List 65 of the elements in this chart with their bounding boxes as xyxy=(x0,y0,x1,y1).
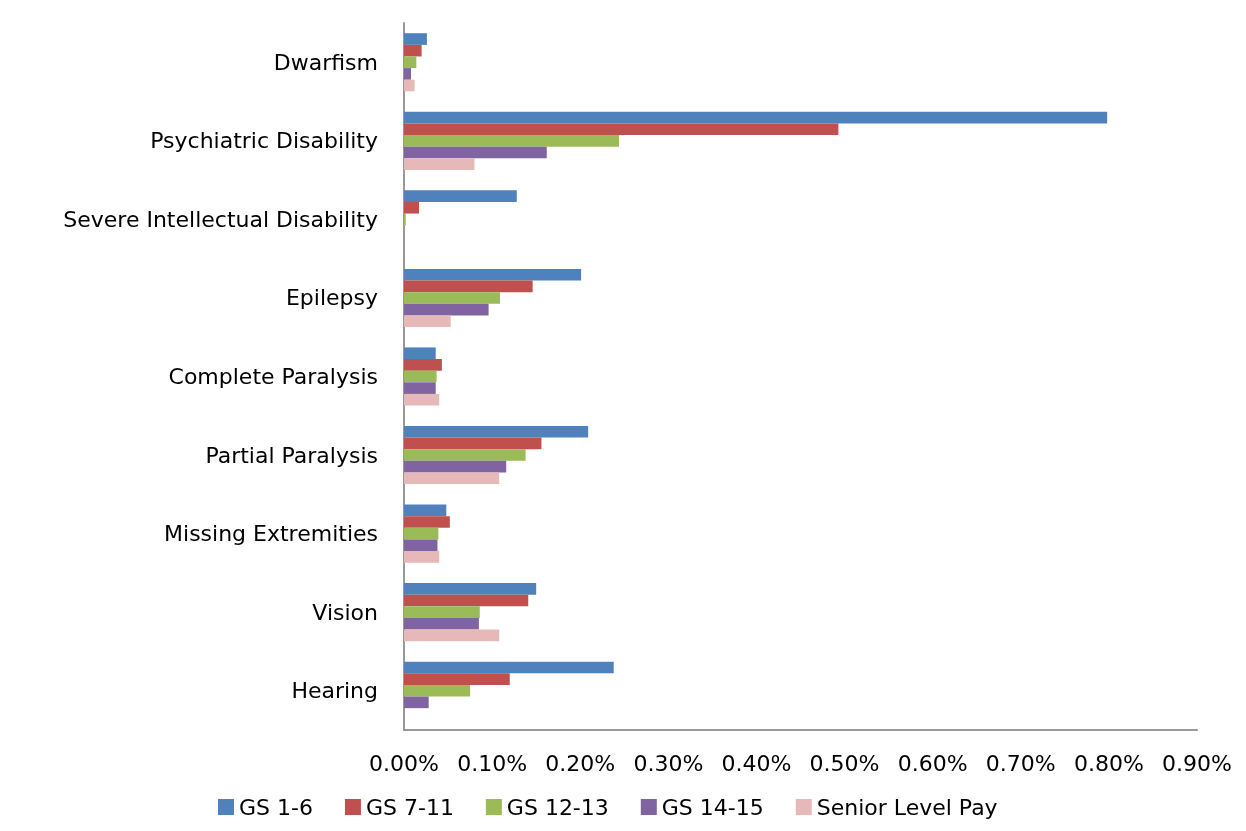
bar xyxy=(404,347,436,360)
bar xyxy=(404,370,437,383)
bar xyxy=(404,472,500,485)
bar xyxy=(404,617,479,630)
y-tick-label: Vision xyxy=(312,599,378,625)
y-tick-label: Hearing xyxy=(291,678,378,704)
bar xyxy=(404,504,447,517)
bar xyxy=(404,539,438,552)
x-tick-label: 0.20% xyxy=(545,750,616,776)
bar xyxy=(404,359,442,371)
bar xyxy=(404,303,489,316)
y-tick-label: Dwarfism xyxy=(273,49,378,75)
bar xyxy=(404,661,614,674)
bar xyxy=(404,33,427,45)
bar xyxy=(404,437,542,450)
x-tick-label: 0.10% xyxy=(457,750,528,776)
legend-label: Senior Level Pay xyxy=(816,794,998,820)
bar xyxy=(404,44,422,57)
y-tick-label: Epilepsy xyxy=(285,285,378,311)
bar xyxy=(404,393,440,406)
y-tick-label: Severe Intellectual Disability xyxy=(63,206,378,232)
bar xyxy=(404,146,547,159)
y-tick-label: Complete Paralysis xyxy=(168,364,378,389)
y-tick-label: Psychiatric Disability xyxy=(150,128,378,154)
bar xyxy=(404,673,510,685)
bar xyxy=(404,190,517,202)
x-tick-label: 0.70% xyxy=(985,750,1056,776)
bar xyxy=(404,684,471,697)
bar xyxy=(404,292,501,304)
bar xyxy=(404,551,440,563)
legend-label: GS 14-15 xyxy=(661,794,764,820)
bar xyxy=(404,425,589,438)
bar xyxy=(404,79,415,92)
bar xyxy=(404,56,417,69)
bar xyxy=(404,594,529,607)
y-tick-label: Missing Extremities xyxy=(164,521,378,547)
bar xyxy=(404,460,507,473)
legend-label: GS 12-13 xyxy=(506,794,609,820)
bar xyxy=(404,449,526,461)
x-tick-label: 0.90% xyxy=(1162,750,1232,776)
x-tick-label: 0.40% xyxy=(721,750,792,776)
bar xyxy=(404,158,475,170)
y-tick-label: Partial Paralysis xyxy=(205,442,378,468)
x-tick-label: 0.60% xyxy=(897,750,968,776)
bar xyxy=(404,315,451,328)
x-tick-label: 0.30% xyxy=(633,750,704,776)
bar xyxy=(404,516,450,528)
bar xyxy=(404,382,436,394)
x-tick-label: 0.80% xyxy=(1073,750,1144,776)
legend-label: GS 1-6 xyxy=(239,794,313,820)
bar xyxy=(404,135,619,147)
legend-label: GS 7-11 xyxy=(365,794,454,820)
bar xyxy=(404,606,480,618)
bar xyxy=(404,201,419,214)
bar xyxy=(404,583,537,595)
bar xyxy=(404,111,1108,124)
bar xyxy=(404,527,439,540)
x-tick-label: 0.00% xyxy=(369,750,439,776)
bar xyxy=(404,629,500,642)
bar xyxy=(404,696,429,709)
bar xyxy=(404,123,839,136)
x-tick-label: 0.50% xyxy=(809,750,880,776)
bar xyxy=(404,68,412,80)
bar xyxy=(404,280,533,293)
bar xyxy=(404,268,582,281)
